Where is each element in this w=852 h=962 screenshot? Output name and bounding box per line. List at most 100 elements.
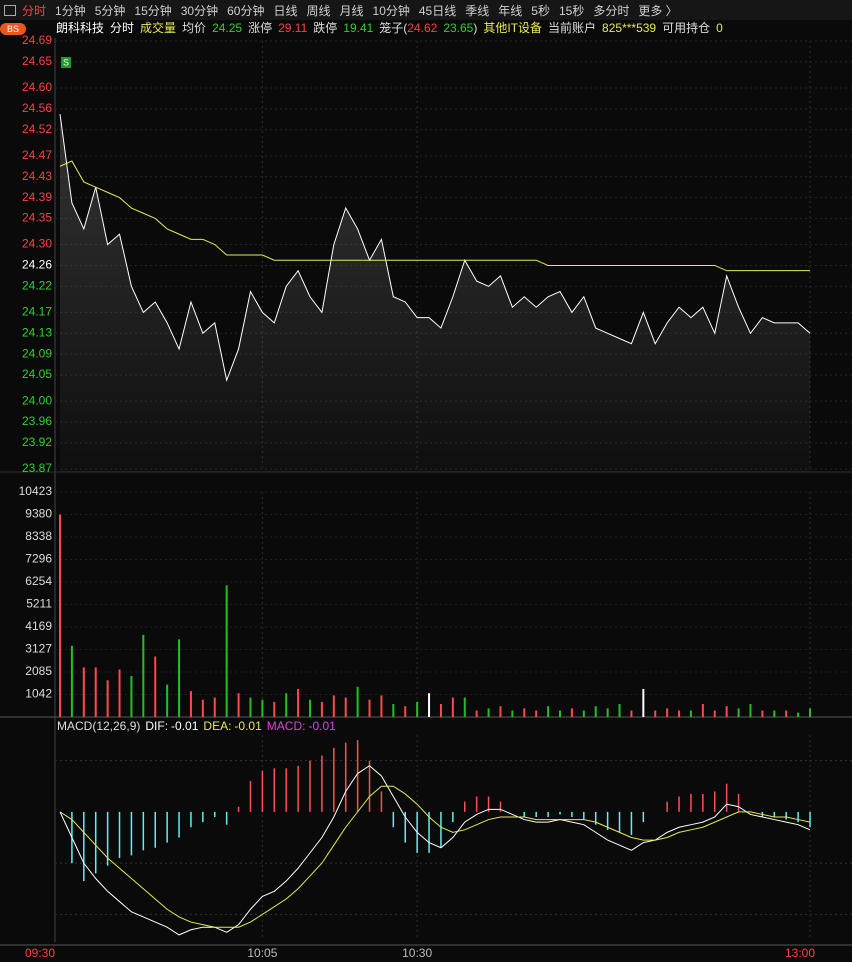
dea-line [59, 785, 811, 928]
info-item: 19.41 [343, 21, 373, 35]
x-tick-label: 10:05 [247, 946, 277, 960]
badge: BS [7, 24, 19, 34]
y-tick-label: 23.87 [22, 461, 52, 475]
volume-bar [94, 667, 97, 717]
volume-bar [154, 656, 157, 717]
tab[interactable]: 1分钟 [55, 3, 86, 18]
volume-bar [201, 699, 204, 717]
macd-legend: MACD(12,26,9) DIF: -0.01 DEA: -0.01 MACD: -0.0… [57, 719, 336, 733]
tab[interactable]: 15秒 [558, 3, 585, 18]
tab[interactable]: 分时 [22, 3, 47, 18]
tab[interactable]: 日线 [273, 3, 298, 18]
volume-bar [678, 710, 681, 717]
tab[interactable]: 季线 [465, 3, 490, 18]
y-tick-label: 24.17 [22, 305, 52, 319]
volume-bar [499, 706, 502, 717]
tab[interactable]: 5秒 [531, 3, 550, 18]
info-item: 笼子( [379, 20, 407, 35]
volume-bar [809, 708, 811, 717]
volume-bar [392, 704, 395, 717]
price-area [60, 114, 810, 472]
volume-bar [59, 514, 61, 717]
info-item: 24.25 [212, 21, 242, 35]
tab[interactable]: 45日线 [418, 3, 457, 18]
volume-bar [404, 706, 407, 717]
chart: BS 朗科科技 分时 成交量 均价 24.25 涨停 29.11 跌停 19.41 笼子(24.62… [0, 20, 852, 960]
y-tick-label: 24.30 [22, 237, 52, 251]
volume-bar [309, 699, 311, 717]
info-item: 涨停 [248, 20, 272, 35]
volume-bar [689, 710, 692, 717]
tab[interactable]: 5分钟 [94, 3, 126, 18]
badge-bg [0, 23, 26, 35]
tab[interactable]: 年线 [498, 3, 523, 18]
y-tick-label: 2085 [25, 664, 52, 678]
volume-bar [749, 704, 752, 717]
volume-bar [654, 710, 657, 717]
info-item: 其他IT设备 [483, 21, 542, 35]
y-tick-label: 24.52 [22, 122, 52, 136]
average-line [59, 160, 810, 272]
x-tick-label: 13:00 [785, 946, 815, 960]
info-item: ) [473, 21, 477, 35]
y-tick-label: 24.09 [22, 346, 52, 360]
legend-value: -0.01 [234, 719, 262, 733]
marker-bg [61, 57, 71, 68]
info-item: 分时 [110, 21, 134, 35]
tab[interactable]: 周线 [306, 3, 331, 18]
info-item: 朗科科技 [56, 21, 104, 35]
volume-bar [106, 680, 109, 717]
x-tick-label: 09:30 [25, 946, 55, 960]
tab[interactable]: 月线 [339, 3, 364, 18]
volume-bar [582, 710, 585, 717]
legend-name: DEA: [203, 719, 231, 733]
volume-bar [701, 704, 704, 717]
info-item: 可用持仓 [662, 20, 710, 35]
volume-bar [142, 634, 145, 717]
info-item: 825***539 [602, 21, 656, 35]
tab[interactable]: 30分钟 [180, 3, 219, 18]
y-tick-label: 6254 [25, 574, 52, 588]
volume-bar [547, 706, 550, 717]
volume-bar [428, 693, 431, 717]
y-tick-label: 10423 [19, 484, 53, 498]
tab[interactable]: 60分钟 [227, 3, 265, 18]
volume-bar [320, 701, 323, 717]
volume-bar [523, 708, 526, 717]
volume-bar [773, 710, 776, 717]
y-tick-label: 24.56 [22, 101, 52, 115]
legend-name: DIF: [145, 719, 168, 733]
tab[interactable]: 15分钟 [134, 3, 172, 18]
tab[interactable]: 更多 〉 [638, 3, 678, 18]
volume-bar [606, 708, 609, 717]
volume-bar [594, 706, 597, 717]
y-tick-label: 3127 [25, 642, 52, 656]
volume-bar [761, 710, 764, 717]
y-tick-label: 5211 [26, 597, 52, 611]
icon [4, 4, 16, 16]
x-tick-label: 10:30 [402, 946, 432, 960]
y-tick-label: 7296 [25, 552, 52, 566]
tab[interactable]: 10分钟 [372, 3, 410, 18]
volume-bar [356, 686, 359, 717]
indicator-name: MACD(12,26,9) [57, 719, 140, 733]
volume-bar [559, 710, 561, 717]
volume-bar [630, 710, 633, 717]
volume-bar [261, 699, 264, 717]
y-tick-label: 8338 [25, 529, 52, 543]
legend-name: MACD: [267, 719, 306, 733]
marker: S [63, 57, 69, 67]
y-tick-label: 24.05 [22, 367, 52, 381]
volume-bar [166, 684, 169, 717]
y-tick-label: 24.22 [22, 278, 52, 292]
volume-bar [249, 697, 252, 717]
volume-bar [725, 706, 728, 717]
info-item: 23.65 [443, 21, 473, 35]
y-tick-label: 4169 [25, 619, 52, 633]
volume-bar [451, 697, 454, 717]
volume-bar [380, 695, 383, 717]
legend-value: -0.01 [308, 719, 336, 733]
tab[interactable]: 多分时 [593, 3, 630, 18]
y-tick-label: 9380 [25, 507, 52, 521]
y-tick-label: 24.35 [22, 211, 52, 225]
